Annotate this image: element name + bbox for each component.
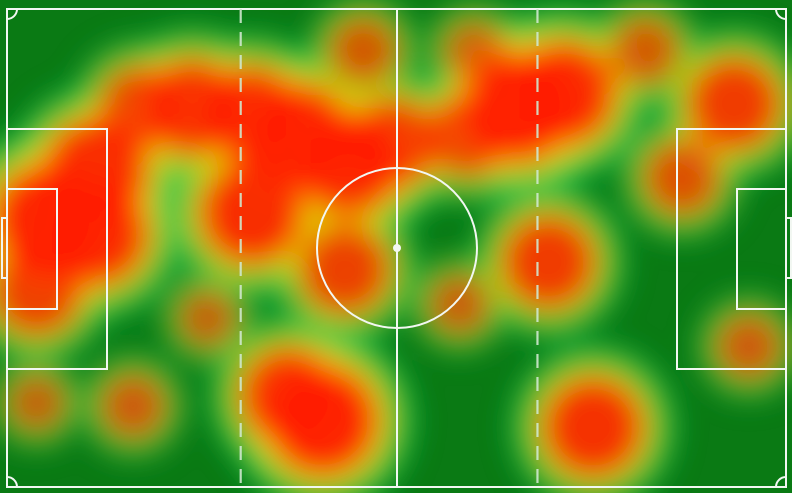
corner-arc-top-left xyxy=(6,8,18,20)
pitch-markings xyxy=(1,8,792,488)
corner-arc-top-right xyxy=(775,8,787,20)
heat-blob xyxy=(327,15,399,87)
corner-arc-bottom-right xyxy=(775,476,787,488)
heat-blob xyxy=(500,214,597,311)
heat-blob xyxy=(0,162,105,277)
heat-blob xyxy=(265,363,380,478)
heat-blob xyxy=(99,372,167,440)
centre-circle xyxy=(316,167,478,329)
heat-blob xyxy=(643,138,722,217)
heat-blob xyxy=(541,375,645,479)
right-goal xyxy=(785,217,792,279)
heat-blob xyxy=(294,110,402,218)
heat-blob xyxy=(461,50,576,165)
heat-blob xyxy=(198,159,306,267)
heat-blob xyxy=(609,15,681,87)
heat-blob xyxy=(427,272,492,336)
heat-blob xyxy=(177,288,238,349)
heat-blob xyxy=(715,312,783,380)
centre-spot xyxy=(393,244,401,252)
heat-blob xyxy=(298,222,391,316)
heat-blob xyxy=(6,372,67,433)
zone-dividers xyxy=(239,9,539,487)
corner-arc-bottom-left xyxy=(6,476,18,488)
heat-blob xyxy=(686,55,783,152)
left-goal xyxy=(1,217,8,279)
